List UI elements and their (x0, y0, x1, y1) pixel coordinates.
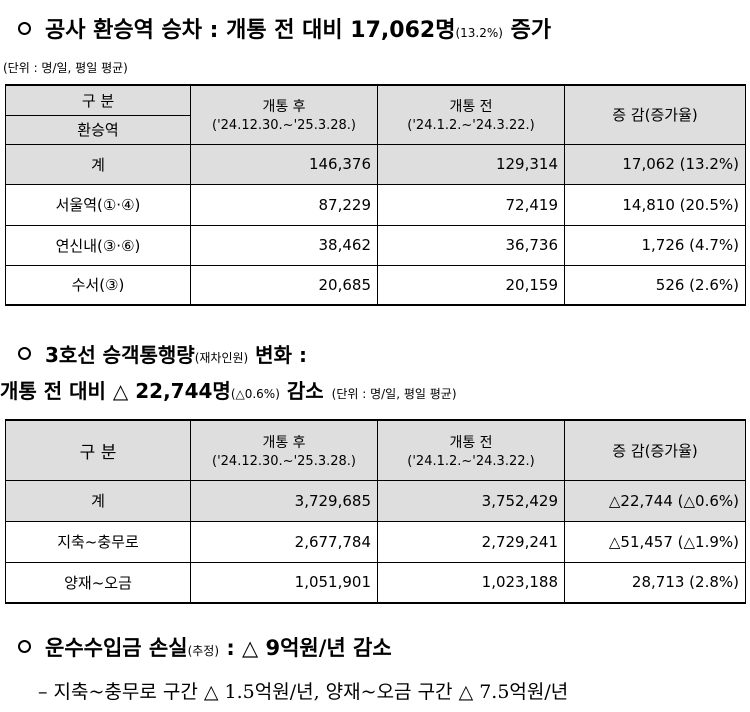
row-name: 수서(③) (5, 264, 191, 306)
cell-before: 2,729,241 (377, 520, 565, 563)
cell-change: 17,062 (13.2%) (564, 143, 746, 185)
table-row-total: 계 146,376 129,314 17,062 (13.2%) (5, 143, 746, 185)
cell-change: 14,810 (20.5%) (564, 183, 746, 226)
circle-bullet-icon (18, 347, 31, 360)
header-after: 개통 후 ('24.12.30.~'25.3.28.) (190, 419, 378, 481)
header-after-period: ('24.12.30.~'25.3.28.) (212, 453, 356, 469)
section-subheading-line3: 개통 전 대비 △ 22,744명(△0.6%) 감소 (단위 : 명/일, 평일… (0, 375, 457, 404)
cell-before: 36,736 (377, 224, 565, 266)
header-before-period: ('24.1.2.~'24.3.22.) (407, 453, 535, 469)
cell-after: 146,376 (190, 143, 378, 185)
table-row-total: 계 3,729,685 3,752,429 △22,744 (△0.6%) (5, 479, 746, 522)
header-category: 구 분 (5, 419, 191, 481)
unit-note-1: (단위 : 명/일, 평일 평균) (3, 61, 128, 75)
heading-revenue-suffix: : △ 9억원/년 감소 (219, 636, 392, 660)
header-change: 증 감(증가율) (564, 84, 746, 145)
subheading-suffix: 감소 (279, 379, 324, 403)
cell-change: △22,744 (△0.6%) (564, 479, 746, 522)
heading-line3-suffix: 변화 : (248, 343, 307, 367)
cell-after: 20,685 (190, 264, 378, 306)
header-after: 개통 후 ('24.12.30.~'25.3.28.) (190, 84, 378, 145)
cell-after: 2,677,784 (190, 520, 378, 563)
header-before-label: 개통 전 (449, 99, 493, 116)
unit-note-2: (단위 : 명/일, 평일 평균) (331, 387, 457, 401)
heading-line3-main: 3호선 승객통행량 (45, 343, 195, 367)
row-name: 계 (5, 143, 191, 185)
subheading-main: 개통 전 대비 △ 22,744명 (0, 379, 231, 403)
cell-change: 1,726 (4.7%) (564, 224, 746, 266)
heading-line3-small: (재차인원) (194, 351, 249, 365)
heading-transfer-main: 공사 환승역 승차 : 개통 전 대비 17,062명 (45, 18, 456, 43)
cell-before: 1,023,188 (377, 561, 565, 604)
row-name: 서울역(①·④) (5, 183, 191, 226)
circle-bullet-icon (18, 640, 31, 653)
heading-transfer-pct: (13.2%) (455, 26, 503, 40)
row-name: 계 (5, 479, 191, 522)
cell-after: 87,229 (190, 183, 378, 226)
cell-change: 28,713 (2.8%) (564, 561, 746, 604)
table-header-row: 구 분 개통 후 ('24.12.30.~'25.3.28.) 개통 전 ('2… (5, 419, 746, 481)
section-heading-transfer: 공사 환승역 승차 : 개통 전 대비 17,062명(13.2%) 증가 (0, 12, 551, 44)
table-row: 수서(③) 20,685 20,159 526 (2.6%) (5, 264, 746, 306)
circle-bullet-icon (18, 22, 31, 35)
header-before: 개통 전 ('24.1.2.~'24.3.22.) (377, 419, 565, 481)
row-name: 지축~충무로 (5, 520, 191, 563)
header-station: 환승역 (5, 114, 191, 145)
section-heading-line3: 3호선 승객통행량(재차인원) 변화 : (0, 339, 307, 368)
header-before-label: 개통 전 (449, 434, 493, 451)
heading-revenue-main: 운수수입금 손실 (45, 636, 188, 660)
cell-change: 526 (2.6%) (564, 264, 746, 306)
subheading-pct: (△0.6%) (230, 387, 280, 401)
header-after-label: 개통 후 (262, 434, 306, 451)
row-name: 연신내(③·⑥) (5, 224, 191, 266)
cell-before: 20,159 (377, 264, 565, 306)
cell-before: 3,752,429 (377, 479, 565, 522)
header-before: 개통 전 ('24.1.2.~'24.3.22.) (377, 84, 565, 145)
table-header-row-2: 환승역 (5, 114, 746, 145)
cell-before: 72,419 (377, 183, 565, 226)
heading-revenue-small: (추정) (187, 644, 220, 658)
table-row: 양재~오금 1,051,901 1,023,188 28,713 (2.8%) (5, 561, 746, 604)
row-name: 양재~오금 (5, 561, 191, 604)
cell-before: 129,314 (377, 143, 565, 185)
table-row: 서울역(①·④) 87,229 72,419 14,810 (20.5%) (5, 183, 746, 226)
cell-after: 3,729,685 (190, 479, 378, 522)
header-after-label: 개통 후 (262, 99, 306, 116)
header-before-period: ('24.1.2.~'24.3.22.) (407, 118, 535, 134)
table-row: 연신내(③·⑥) 38,462 36,736 1,726 (4.7%) (5, 224, 746, 266)
table-row: 지축~충무로 2,677,784 2,729,241 △51,457 (△1.9… (5, 520, 746, 563)
line3-traffic-table: 구 분 개통 후 ('24.12.30.~'25.3.28.) 개통 전 ('2… (5, 419, 746, 604)
cell-change: △51,457 (△1.9%) (564, 520, 746, 563)
transfer-station-table: 구 분 개통 후 ('24.12.30.~'25.3.28.) 개통 전 ('2… (5, 84, 746, 306)
section-heading-revenue: 운수수입금 손실(추정) : △ 9억원/년 감소 (0, 632, 392, 662)
revenue-detail-line: – 지축~충무로 구간 △ 1.5억원/년, 양재~오금 구간 △ 7.5억원/… (38, 681, 569, 703)
header-change: 증 감(증가율) (564, 419, 746, 481)
heading-transfer-suffix: 증가 (502, 18, 552, 43)
cell-after: 38,462 (190, 224, 378, 266)
header-category: 구 분 (5, 84, 191, 116)
header-after-period: ('24.12.30.~'25.3.28.) (212, 118, 356, 134)
cell-after: 1,051,901 (190, 561, 378, 604)
table-header-row: 구 분 개통 후 ('24.12.30.~'25.3.28.) 개통 전 ('2… (5, 84, 746, 145)
